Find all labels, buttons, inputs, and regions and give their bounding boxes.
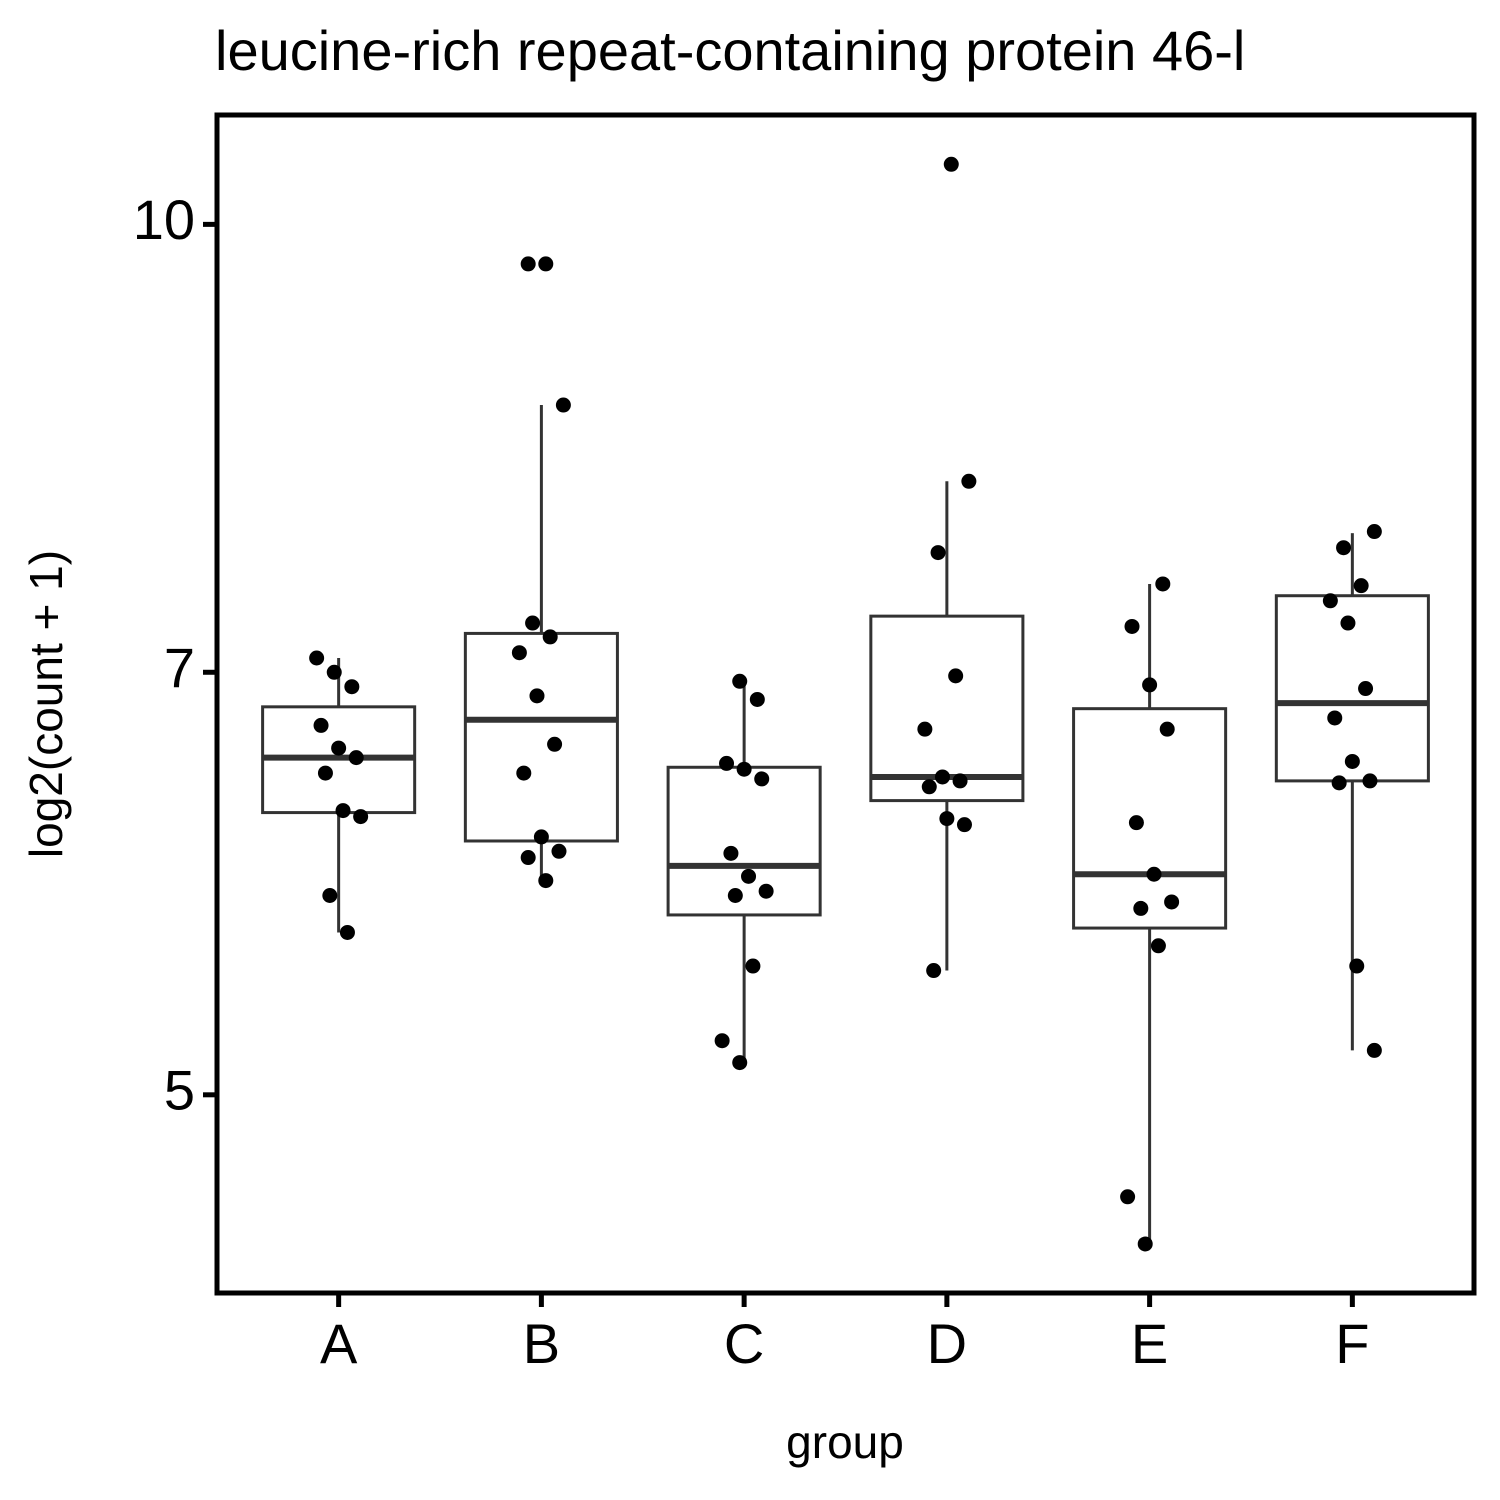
x-tick-label: B: [523, 1312, 560, 1375]
data-point: [1322, 593, 1338, 609]
data-point: [1344, 753, 1360, 769]
y-axis-title: log2(count + 1): [20, 550, 72, 858]
data-point: [939, 811, 955, 827]
y-tick-label: 7: [164, 636, 195, 699]
data-point: [1358, 681, 1374, 697]
data-point: [723, 845, 739, 861]
x-tick-label: F: [1335, 1312, 1369, 1375]
y-tick-label: 5: [164, 1059, 195, 1122]
data-point: [529, 688, 545, 704]
data-point: [1155, 576, 1171, 592]
data-point: [1146, 866, 1162, 882]
data-point: [943, 156, 959, 172]
data-point: [1353, 578, 1369, 594]
data-point: [956, 817, 972, 833]
data-point: [317, 765, 333, 781]
data-point: [727, 888, 743, 904]
data-point: [1128, 815, 1144, 831]
data-point: [542, 629, 558, 645]
data-point: [511, 645, 527, 661]
data-point: [1164, 894, 1180, 910]
data-point: [961, 473, 977, 489]
data-point: [313, 717, 329, 733]
data-point: [344, 679, 360, 695]
data-point: [948, 668, 964, 684]
data-point: [754, 771, 770, 787]
chart-title: leucine-rich repeat-containing protein 4…: [215, 19, 1245, 82]
data-point: [1120, 1189, 1136, 1205]
data-point: [952, 773, 968, 789]
data-point: [1362, 773, 1378, 789]
y-tick-label: 10: [133, 188, 195, 251]
data-point: [339, 924, 355, 940]
data-point: [719, 755, 735, 771]
data-point: [1349, 958, 1365, 974]
box: [1274, 594, 1430, 783]
data-point: [547, 736, 563, 752]
data-point: [934, 769, 950, 785]
data-point: [921, 779, 937, 795]
x-tick-label: E: [1131, 1312, 1168, 1375]
data-point: [1336, 540, 1352, 556]
data-point: [1159, 721, 1175, 737]
data-point: [1331, 775, 1347, 791]
data-point: [1366, 524, 1382, 540]
data-point: [1142, 677, 1158, 693]
data-point: [1366, 1042, 1382, 1058]
data-point: [930, 545, 946, 561]
plot-frame: [214, 112, 1477, 1296]
data-point: [1133, 900, 1149, 916]
data-point: [322, 888, 338, 904]
box: [869, 614, 1025, 803]
data-point: [555, 397, 571, 413]
x-tick-label: D: [927, 1312, 967, 1375]
data-point: [1327, 710, 1343, 726]
data-point: [538, 873, 554, 889]
data-point: [1340, 615, 1356, 631]
data-point: [520, 850, 536, 866]
data-point: [758, 883, 774, 899]
data-point: [749, 691, 765, 707]
data-point: [926, 963, 942, 979]
data-point: [732, 673, 748, 689]
data-point: [525, 615, 541, 631]
data-point: [348, 750, 364, 766]
x-tick-label: A: [320, 1312, 358, 1375]
data-point: [741, 868, 757, 884]
data-point: [520, 256, 536, 272]
x-axis-title: group: [786, 1416, 904, 1468]
box: [1072, 707, 1228, 930]
data-point: [714, 1033, 730, 1049]
data-point: [1137, 1236, 1153, 1252]
data-point: [326, 664, 342, 680]
data-point: [1124, 618, 1140, 634]
box: [666, 765, 822, 917]
data-point: [331, 740, 347, 756]
data-point: [917, 721, 933, 737]
data-point: [732, 1055, 748, 1071]
data-point: [745, 958, 761, 974]
data-point: [1150, 938, 1166, 954]
data-point: [736, 761, 752, 777]
box: [463, 631, 619, 843]
data-point: [353, 809, 369, 825]
data-point: [516, 765, 532, 781]
data-point: [335, 803, 351, 819]
data-point: [551, 843, 567, 859]
data-point: [533, 829, 549, 845]
data-point: [309, 650, 325, 666]
data-point: [538, 256, 554, 272]
x-tick-label: C: [724, 1312, 764, 1375]
